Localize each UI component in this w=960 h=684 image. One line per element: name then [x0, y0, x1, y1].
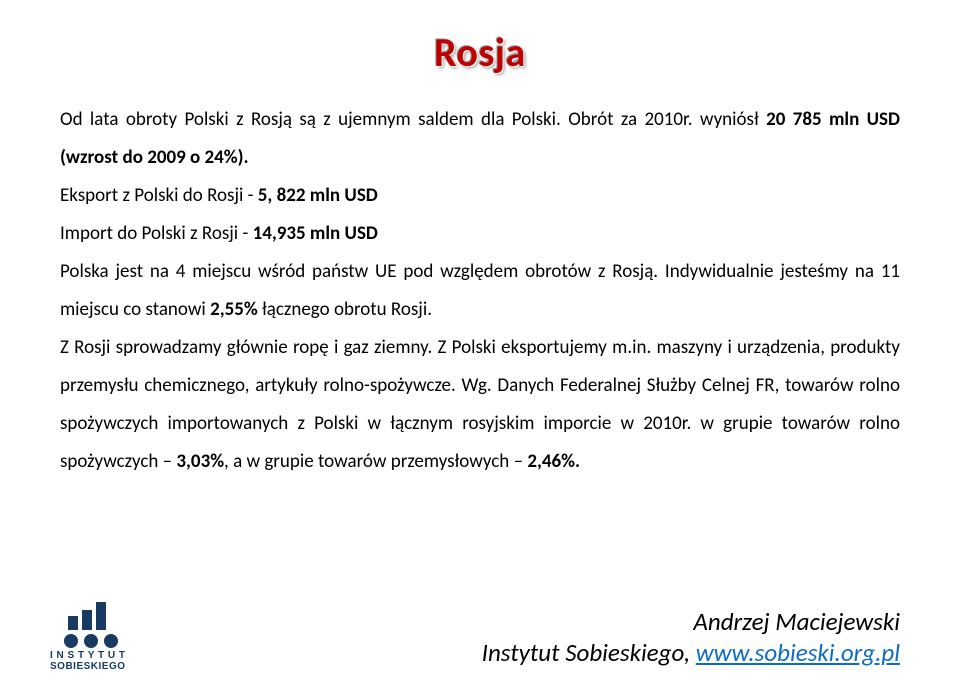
paragraph-2: Eksport z Polski do Rosji - 5, 822 mln U… — [60, 177, 900, 215]
logo-dot — [84, 634, 98, 648]
paragraph-1: Od lata obroty Polski z Rosją są z ujemn… — [60, 101, 900, 177]
text-span: Polska jest na 4 miejscu wśród państw UE… — [60, 260, 900, 321]
paragraph-4: Polska jest na 4 miejscu wśród państw UE… — [60, 253, 900, 329]
page-title: Rosja — [60, 28, 900, 77]
document-body: Od lata obroty Polski z Rosją są z ujemn… — [60, 101, 900, 481]
paragraph-5: Z Rosji sprowadzamy głównie ropę i gaz z… — [60, 329, 900, 481]
text-span: , a w grupie towarów przemysłowych – — [224, 450, 527, 473]
institute-logo: I N S T Y T U T SOBIESKIEGO — [50, 602, 160, 672]
logo-dot — [104, 634, 118, 648]
logo-dot — [64, 634, 78, 648]
text-span: Od lata obroty Polski z Rosją są z ujemn… — [60, 108, 766, 131]
author-name: Andrzej Maciejewski — [60, 606, 900, 637]
bold-figure: 3,03% — [176, 450, 224, 473]
paragraph-3: Import do Polski z Rosji - 14,935 mln US… — [60, 215, 900, 253]
text-span: łącznego obrotu Rosji. — [258, 298, 432, 321]
bold-figure: 2,46%. — [527, 450, 580, 473]
logo-bar — [82, 610, 92, 630]
logo-bars-icon — [68, 602, 160, 630]
logo-dots-icon — [64, 634, 160, 648]
footer: I N S T Y T U T SOBIESKIEGO Andrzej Maci… — [60, 606, 900, 669]
logo-bar — [68, 616, 78, 630]
affiliation-text: Instytut Sobieskiego, — [482, 637, 696, 668]
bold-figure: 2,55% — [210, 298, 258, 321]
author-block: Andrzej Maciejewski Instytut Sobieskiego… — [60, 606, 900, 669]
author-affiliation: Instytut Sobieskiego, www.sobieski.org.p… — [60, 637, 900, 668]
website-link[interactable]: www.sobieski.org.pl — [696, 637, 900, 668]
logo-text-line2: SOBIESKIEGO — [50, 661, 160, 672]
bold-figure: 14,935 mln USD — [253, 222, 378, 245]
logo-text-line1: I N S T Y T U T — [50, 650, 160, 661]
text-span: Eksport z Polski do Rosji - — [60, 184, 258, 207]
bold-figure: 5, 822 mln USD — [258, 184, 378, 207]
text-span: Import do Polski z Rosji - — [60, 222, 253, 245]
logo-bar — [96, 602, 106, 630]
